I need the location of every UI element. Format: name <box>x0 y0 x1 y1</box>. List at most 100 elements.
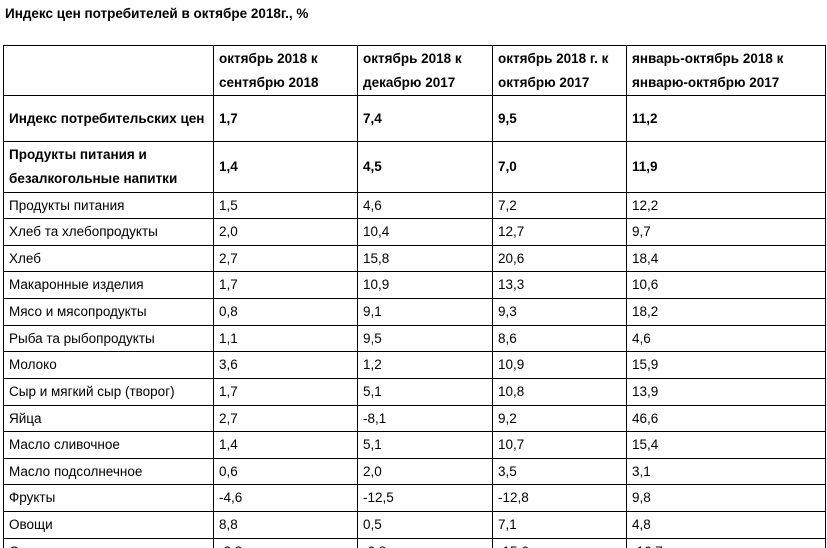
cell-value: 1,5 <box>213 191 358 220</box>
cell-value: 1,2 <box>357 351 493 379</box>
cell-value: 7,1 <box>492 511 627 539</box>
cell-value: 18,4 <box>626 244 826 273</box>
row-label: Хлеб та хлебопродукты <box>3 218 214 246</box>
cell-value: -8,1 <box>357 404 493 433</box>
table-row: Индекс потребительских цен 1,7 7,4 9,5 11,2 <box>3 95 826 143</box>
row-label: Мясо и мясопродукты <box>3 298 214 326</box>
cell-value: 10,4 <box>357 218 493 246</box>
cell-value: 0,6 <box>213 457 358 486</box>
column-header-oct-to-sep: октябрь 2018 к сентябрю 2018 <box>213 44 358 97</box>
table-row: Хлеб 2,7 15,8 20,6 18,4 <box>3 244 826 273</box>
cell-value: 0,5 <box>357 511 493 539</box>
cell-value: -4,6 <box>213 484 358 512</box>
cell-value: 20,6 <box>492 244 627 273</box>
table-row: Рыба та рыбопродукты 1,1 9,5 8,6 4,6 <box>3 324 826 353</box>
table-row: Продукты питания и безалкогольные напитк… <box>3 141 826 193</box>
table-row: Макаронные изделия 1,7 10,9 13,3 10,6 <box>3 271 826 299</box>
cell-value: 12,2 <box>626 191 826 220</box>
cell-value: 18,2 <box>626 298 826 326</box>
cell-value: 4,5 <box>357 141 493 193</box>
table-row: Молоко 3,6 1,2 10,9 15,9 <box>3 351 826 379</box>
cell-value: 9,3 <box>492 298 627 326</box>
cell-value: 10,9 <box>492 351 627 379</box>
cell-value: 4,6 <box>626 324 826 353</box>
table-row: Яйца 2,7 -8,1 9,2 46,6 <box>3 404 826 433</box>
table-row: Масло сливочное 1,4 5,1 10,7 15,4 <box>3 431 826 459</box>
cell-value: 11,9 <box>626 141 826 193</box>
cell-value: 10,8 <box>492 377 627 406</box>
cell-value: 9,2 <box>492 404 627 433</box>
cell-value: 2,7 <box>213 244 358 273</box>
column-header-empty <box>3 44 214 97</box>
row-label: Макаронные изделия <box>3 271 214 299</box>
row-label: Сыр и мягкий сыр (творог) <box>3 377 214 406</box>
cell-value: 1,7 <box>213 95 358 143</box>
row-label: Рыба та рыбопродукты <box>3 324 214 353</box>
cell-value: 4,8 <box>626 511 826 539</box>
cell-value: 7,2 <box>492 191 627 220</box>
cell-value: -6,8 <box>357 537 493 548</box>
cell-value: -12,8 <box>492 484 627 512</box>
row-label: Сахар <box>3 537 214 548</box>
cell-value: -2,3 <box>213 537 358 548</box>
cell-value: 15,4 <box>626 431 826 459</box>
cell-value: 1,7 <box>213 377 358 406</box>
cell-value: 1,7 <box>213 271 358 299</box>
cell-value: 3,5 <box>492 457 627 486</box>
cell-value: 4,6 <box>357 191 493 220</box>
row-label: Овощи <box>3 511 214 539</box>
row-label: Индекс потребительских цен <box>3 95 214 143</box>
table-row: Фрукты -4,6 -12,5 -12,8 9,8 <box>3 484 826 512</box>
cell-value: 3,6 <box>213 351 358 379</box>
cell-value: -15,6 <box>492 537 627 548</box>
cell-value: 9,7 <box>626 218 826 246</box>
table-header-row: октябрь 2018 к сентябрю 2018 октябрь 201… <box>3 44 826 97</box>
cell-value: 5,1 <box>357 431 493 459</box>
cell-value: 10,9 <box>357 271 493 299</box>
cell-value: -16,7 <box>626 537 826 548</box>
column-header-jan-oct: январь-октябрь 2018 к январю-октябрю 201… <box>626 44 826 97</box>
table-row: Хлеб та хлебопродукты 2,0 10,4 12,7 9,7 <box>3 218 826 246</box>
column-header-oct-to-dec: октябрь 2018 к декабрю 2017 <box>357 44 493 97</box>
cell-value: 7,0 <box>492 141 627 193</box>
price-index-table: октябрь 2018 к сентябрю 2018 октябрь 201… <box>3 44 826 548</box>
cell-value: -12,5 <box>357 484 493 512</box>
cell-value: 5,1 <box>357 377 493 406</box>
cell-value: 8,6 <box>492 324 627 353</box>
row-label: Продукты питания и безалкогольные напитк… <box>3 141 214 193</box>
row-label: Фрукты <box>3 484 214 512</box>
table-row: Овощи 8,8 0,5 7,1 4,8 <box>3 511 826 539</box>
cell-value: 0,8 <box>213 298 358 326</box>
cell-value: 3,1 <box>626 457 826 486</box>
page-title: Индекс цен потребителей в октябре 2018г.… <box>5 6 309 21</box>
table-row: Сахар-2,3-6,8-15,6-16,7 <box>3 537 826 548</box>
cell-value: 15,9 <box>626 351 826 379</box>
cell-value: 2,7 <box>213 404 358 433</box>
cell-value: 2,0 <box>213 218 358 246</box>
cell-value: 9,5 <box>492 95 627 143</box>
cell-value: 10,6 <box>626 271 826 299</box>
cell-value: 12,7 <box>492 218 627 246</box>
row-label: Масло сливочное <box>3 431 214 459</box>
cell-value: 2,0 <box>357 457 493 486</box>
row-label: Молоко <box>3 351 214 379</box>
row-label: Хлеб <box>3 244 214 273</box>
cell-value: 46,6 <box>626 404 826 433</box>
cell-value: 13,9 <box>626 377 826 406</box>
cell-value: 9,8 <box>626 484 826 512</box>
cell-value: 10,7 <box>492 431 627 459</box>
cell-value: 1,4 <box>213 141 358 193</box>
row-label: Масло подсолнечное <box>3 457 214 486</box>
table-row: Продукты питания 1,5 4,6 7,2 12,2 <box>3 191 826 220</box>
cell-value: 13,3 <box>492 271 627 299</box>
cell-value: 7,4 <box>357 95 493 143</box>
table-row: Сыр и мягкий сыр (творог) 1,7 5,1 10,8 13,9 <box>3 377 826 406</box>
table-row: Мясо и мясопродукты 0,8 9,1 9,3 18,2 <box>3 298 826 326</box>
cell-value: 1,1 <box>213 324 358 353</box>
cell-value: 8,8 <box>213 511 358 539</box>
cell-value: 9,1 <box>357 298 493 326</box>
cell-value: 1,4 <box>213 431 358 459</box>
row-label: Продукты питания <box>3 191 214 220</box>
column-header-oct-to-oct: октябрь 2018 г. к октябрю 2017 <box>492 44 627 97</box>
